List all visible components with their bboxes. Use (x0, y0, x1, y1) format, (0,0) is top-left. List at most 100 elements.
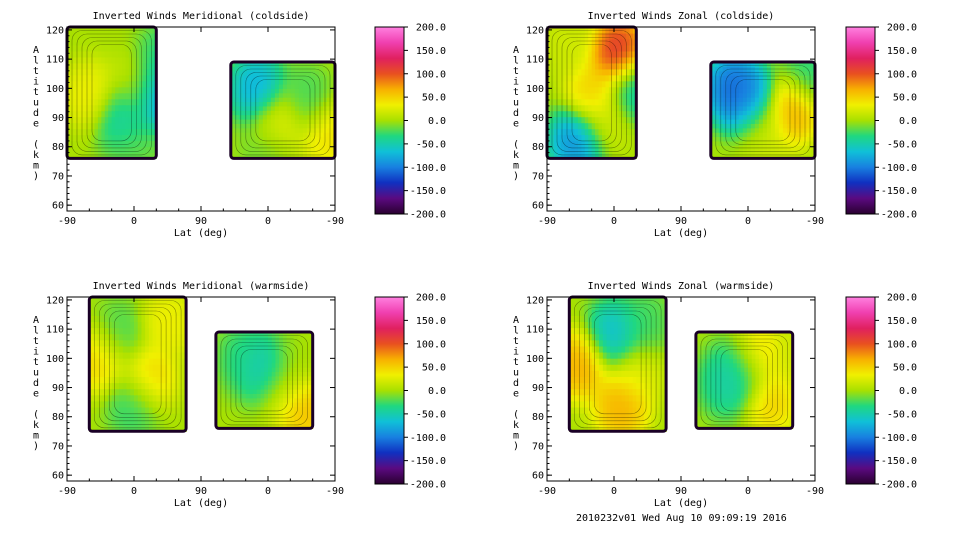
value-cell (175, 382, 179, 389)
value-cell (115, 146, 119, 153)
value-cell (584, 328, 588, 335)
value-cell (655, 346, 659, 353)
value-cell (220, 358, 224, 363)
value-cell (573, 328, 577, 335)
value-cell (603, 419, 607, 426)
value-cell (122, 45, 126, 52)
value-cell (108, 135, 112, 142)
value-cell (263, 119, 268, 124)
value-cell (741, 389, 745, 394)
value-cell (93, 395, 97, 402)
value-cell (799, 88, 804, 93)
value-cell (119, 358, 123, 365)
value-cell (115, 352, 119, 359)
value-cell (737, 363, 741, 368)
value-cell (287, 398, 291, 403)
value-cell (633, 358, 637, 365)
value-cell (603, 346, 607, 353)
value-cell (307, 150, 312, 155)
value-cell (592, 328, 596, 335)
value-cell (74, 117, 78, 124)
value-cell (731, 101, 736, 106)
value-cell (783, 115, 788, 120)
value-cell (759, 106, 764, 111)
value-cell (795, 115, 800, 120)
value-cell (275, 88, 280, 93)
value-cell (168, 419, 172, 426)
value-cell (305, 398, 309, 403)
value-cell (91, 93, 95, 100)
value-cell (729, 376, 733, 381)
value-cell (279, 150, 284, 155)
value-cell (242, 389, 246, 394)
value-cell (807, 110, 812, 115)
value-cell (302, 415, 306, 420)
value-cell (223, 354, 227, 359)
value-cell (554, 75, 558, 82)
value-cell (290, 411, 294, 416)
value-cell (283, 84, 288, 89)
value-cell (571, 69, 575, 76)
value-cell (771, 106, 776, 111)
value-cell (108, 389, 112, 396)
value-cell (249, 354, 253, 359)
value-cell (261, 380, 265, 385)
value-cell (807, 123, 812, 128)
value-cell (275, 358, 279, 363)
value-cell (97, 401, 101, 408)
value-cell (275, 363, 279, 368)
value-cell (723, 115, 728, 120)
value-cell (755, 341, 759, 346)
value-cell (249, 341, 253, 346)
value-cell (251, 88, 256, 93)
value-cell (145, 376, 149, 383)
value-cell (315, 110, 320, 115)
data-region-1 (89, 297, 186, 432)
value-cell (554, 93, 558, 100)
value-cell (125, 57, 129, 64)
value-cell (272, 389, 276, 394)
y-tick-label: 70 (52, 171, 64, 182)
value-cell (246, 398, 250, 403)
value-cell (171, 407, 175, 414)
value-cell (585, 135, 589, 142)
value-cell (279, 110, 284, 115)
value-cell (595, 352, 599, 359)
value-cell (787, 71, 792, 76)
value-cell (149, 321, 153, 328)
value-cell (783, 71, 788, 76)
value-cell (307, 93, 312, 98)
value-cell (775, 84, 780, 89)
value-cell (733, 389, 737, 394)
value-cell (618, 376, 622, 383)
value-cell (755, 389, 759, 394)
value-cell (93, 413, 97, 420)
value-cell (747, 115, 752, 120)
value-cell (156, 389, 160, 396)
value-cell (554, 63, 558, 70)
value-cell (134, 382, 138, 389)
value-cell (93, 321, 97, 328)
value-cell (123, 346, 127, 353)
value-cell (125, 39, 129, 46)
value-cell (618, 309, 622, 316)
value-cell (141, 376, 145, 383)
value-cell (739, 132, 744, 137)
value-cell (268, 389, 272, 394)
value-cell (275, 93, 280, 98)
value-cell (235, 106, 240, 111)
value-cell (171, 382, 175, 389)
y-tick-label: 100 (526, 84, 544, 95)
value-cell (564, 111, 568, 118)
colorbar-tick-label: -50.0 (416, 139, 446, 150)
value-cell (747, 110, 752, 115)
value-cell (138, 382, 142, 389)
value-cell (787, 123, 792, 128)
value-cell (249, 389, 253, 394)
value-cell (621, 346, 625, 353)
value-cell (585, 111, 589, 118)
value-cell (703, 345, 707, 350)
value-cell (279, 84, 284, 89)
value-cell (93, 340, 97, 347)
value-cell (629, 346, 633, 353)
